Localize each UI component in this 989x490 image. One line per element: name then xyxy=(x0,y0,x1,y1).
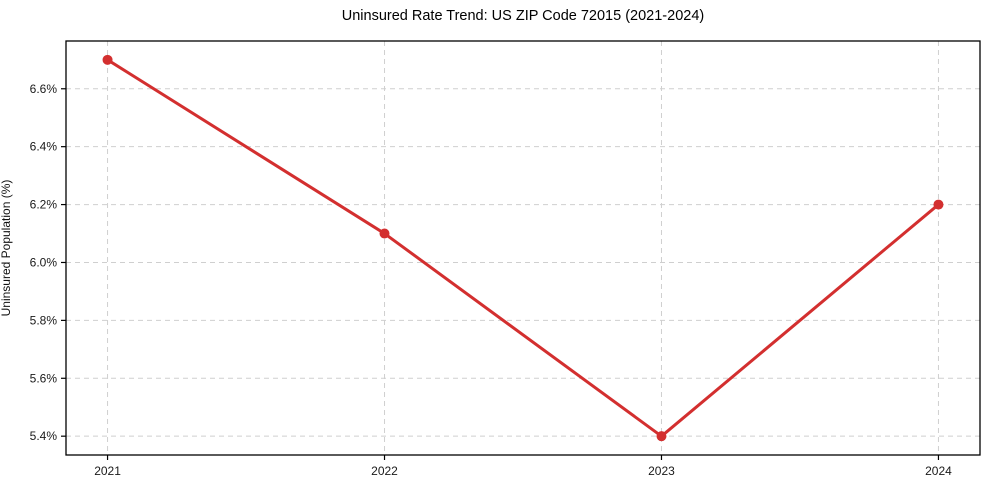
data-point-2021 xyxy=(102,54,113,65)
data-point-2024 xyxy=(933,199,944,210)
y-tick-label: 5.8% xyxy=(30,313,58,327)
y-tick-label: 5.4% xyxy=(30,429,58,443)
x-tick-label: 2022 xyxy=(371,464,398,478)
chart-title: Uninsured Rate Trend: US ZIP Code 72015 … xyxy=(341,8,705,24)
plot-frame xyxy=(65,40,981,456)
x-tick-label: 2021 xyxy=(94,464,121,478)
y-tick-label: 5.6% xyxy=(30,371,58,385)
y-tick-label: 6.0% xyxy=(30,255,58,269)
trend-line xyxy=(106,58,940,438)
data-point-2022 xyxy=(379,228,390,239)
y-tick-label: 6.4% xyxy=(30,140,58,154)
y-tick-label: 6.2% xyxy=(30,198,58,212)
y-tick-label: 6.6% xyxy=(30,82,58,96)
x-tick-label: 2023 xyxy=(648,464,675,478)
data-point-2023 xyxy=(656,431,667,442)
x-tick-label: 2024 xyxy=(925,464,952,478)
